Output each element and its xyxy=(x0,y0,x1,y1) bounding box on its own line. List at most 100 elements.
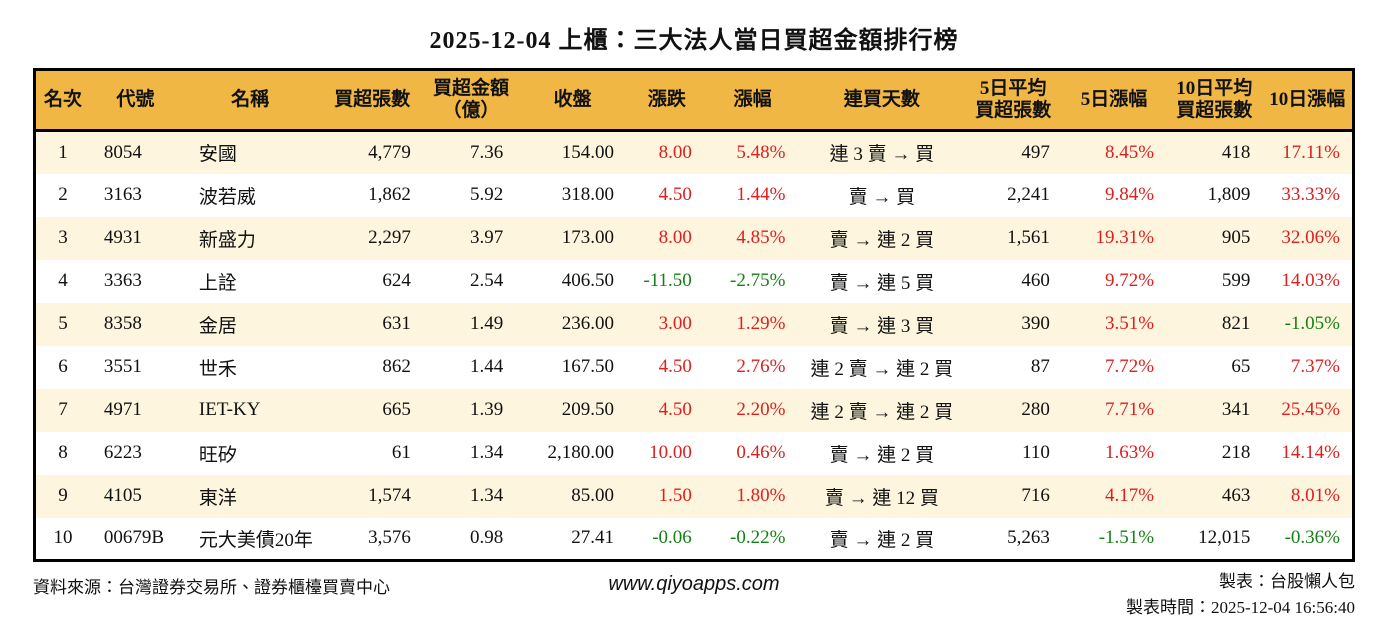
cell: 旺矽 xyxy=(180,431,320,475)
cell: 280 xyxy=(964,388,1062,432)
table-body: 1 8054 安國 4,779 7.36 154.00 8.00 5.48% 連 3 賣 → 買… xyxy=(34,130,1354,561)
cell: 390 xyxy=(964,302,1062,346)
cell: 5.92 xyxy=(424,173,518,217)
cell: 2,180.00 xyxy=(517,431,628,475)
cell: 497 xyxy=(964,130,1062,174)
cell: 賣 → 連 5 買 xyxy=(799,259,965,303)
cell: 4.17% xyxy=(1061,474,1167,518)
cell: 4.50 xyxy=(628,173,706,217)
cell: 元大美債20年 xyxy=(180,517,320,561)
cell: 4 xyxy=(34,259,90,303)
column-header: 名稱 xyxy=(180,69,320,132)
column-header: 連買天數 xyxy=(799,69,965,132)
cell: 821 xyxy=(1166,302,1263,346)
cell: 1,862 xyxy=(319,173,425,217)
column-header: 10日漲幅 xyxy=(1262,69,1354,132)
website-url: www.qiyoapps.com xyxy=(608,573,780,595)
cell: -0.06 xyxy=(628,517,706,561)
cell: 7 xyxy=(34,388,90,432)
cell: 1 xyxy=(34,130,90,174)
cell: 6223 xyxy=(89,431,181,475)
cell: -0.36% xyxy=(1262,517,1354,561)
cell: 5 xyxy=(34,302,90,346)
cell: 1.44% xyxy=(705,173,800,217)
cell: 3363 xyxy=(89,259,181,303)
cell: 1.29% xyxy=(705,302,800,346)
cell: 賣 → 連 2 買 xyxy=(799,431,965,475)
cell: 金居 xyxy=(180,302,320,346)
cell: 1,809 xyxy=(1166,173,1263,217)
cell: 4.50 xyxy=(628,388,706,432)
column-header: 買超張數 xyxy=(319,69,425,132)
cell: 2.20% xyxy=(705,388,800,432)
cell: 1.80% xyxy=(705,474,800,518)
cell: 5.48% xyxy=(705,130,800,174)
cell: 賣 → 連 3 買 xyxy=(799,302,965,346)
cell: 3.00 xyxy=(628,302,706,346)
cell: 1.63% xyxy=(1061,431,1167,475)
table-row: 3 4931 新盛力 2,297 3.97 173.00 8.00 4.85% 賣 → 連 2 … xyxy=(34,216,1354,260)
cell: 19.31% xyxy=(1061,216,1167,260)
cell: 7.72% xyxy=(1061,345,1167,389)
cell: 2.76% xyxy=(705,345,800,389)
cell: 8.01% xyxy=(1262,474,1354,518)
cell: 14.14% xyxy=(1262,431,1354,475)
table-row: 10 00679B 元大美債20年 3,576 0.98 27.41 -0.06 -0.22%… xyxy=(34,517,1354,561)
cell: 406.50 xyxy=(517,259,628,303)
cell: 10.00 xyxy=(628,431,706,475)
cell: 3163 xyxy=(89,173,181,217)
cell: 318.00 xyxy=(517,173,628,217)
cell: 4931 xyxy=(89,216,181,260)
column-header: 漲幅 xyxy=(705,69,800,132)
cell: 5,263 xyxy=(964,517,1062,561)
table-header-row: 名次 代號 名稱 買超張數 買超金額 （億） 收盤 漲跌 漲幅 連買天數 5日平均 買超張數 5日漲幅 1… xyxy=(34,69,1354,132)
cell: 6 xyxy=(34,345,90,389)
table-row: 6 3551 世禾 862 1.44 167.50 4.50 2.76% 連 2 賣 → 連 2… xyxy=(34,345,1354,389)
cell: 85.00 xyxy=(517,474,628,518)
cell: 4.50 xyxy=(628,345,706,389)
cell: 4.85% xyxy=(705,216,800,260)
cell: 0.98 xyxy=(424,517,518,561)
cell: 33.33% xyxy=(1262,173,1354,217)
table-row: 4 3363 上詮 624 2.54 406.50 -11.50 -2.75% 賣 → 連 5 … xyxy=(34,259,1354,303)
column-header: 10日平均 買超張數 xyxy=(1166,69,1263,132)
cell: 631 xyxy=(319,302,425,346)
cell: 1.49 xyxy=(424,302,518,346)
cell: IET-KY xyxy=(180,388,320,432)
table-row: 8 6223 旺矽 61 1.34 2,180.00 10.00 0.46% 賣 → 連 2 買… xyxy=(34,431,1354,475)
column-header: 5日漲幅 xyxy=(1061,69,1167,132)
cell: 17.11% xyxy=(1262,130,1354,174)
cell: 新盛力 xyxy=(180,216,320,260)
cell: 2.54 xyxy=(424,259,518,303)
cell: 連 2 賣 → 連 2 買 xyxy=(799,345,965,389)
cell: 2,241 xyxy=(964,173,1062,217)
cell: 0.46% xyxy=(705,431,800,475)
cell: 110 xyxy=(964,431,1062,475)
cell: 賣 → 連 2 買 xyxy=(799,216,965,260)
cell: 9.72% xyxy=(1061,259,1167,303)
cell: 4,779 xyxy=(319,130,425,174)
cell: 波若威 xyxy=(180,173,320,217)
column-header: 代號 xyxy=(89,69,181,132)
cell: 2 xyxy=(34,173,90,217)
cell: 463 xyxy=(1166,474,1263,518)
column-header: 收盤 xyxy=(517,69,628,132)
cell: 87 xyxy=(964,345,1062,389)
cell: 3.97 xyxy=(424,216,518,260)
cell: 東洋 xyxy=(180,474,320,518)
cell: 4105 xyxy=(89,474,181,518)
cell: 1.39 xyxy=(424,388,518,432)
cell: 8358 xyxy=(89,302,181,346)
cell: 27.41 xyxy=(517,517,628,561)
column-header: 漲跌 xyxy=(628,69,706,132)
cell: 8.45% xyxy=(1061,130,1167,174)
cell: 25.45% xyxy=(1262,388,1354,432)
cell: 7.36 xyxy=(424,130,518,174)
cell: 218 xyxy=(1166,431,1263,475)
cell: 1.34 xyxy=(424,431,518,475)
data-source-note: 資料來源：台灣證券交易所、證券櫃檯買賣中心 xyxy=(33,578,390,597)
cell: 14.03% xyxy=(1262,259,1354,303)
cell: 154.00 xyxy=(517,130,628,174)
cell: 173.00 xyxy=(517,216,628,260)
